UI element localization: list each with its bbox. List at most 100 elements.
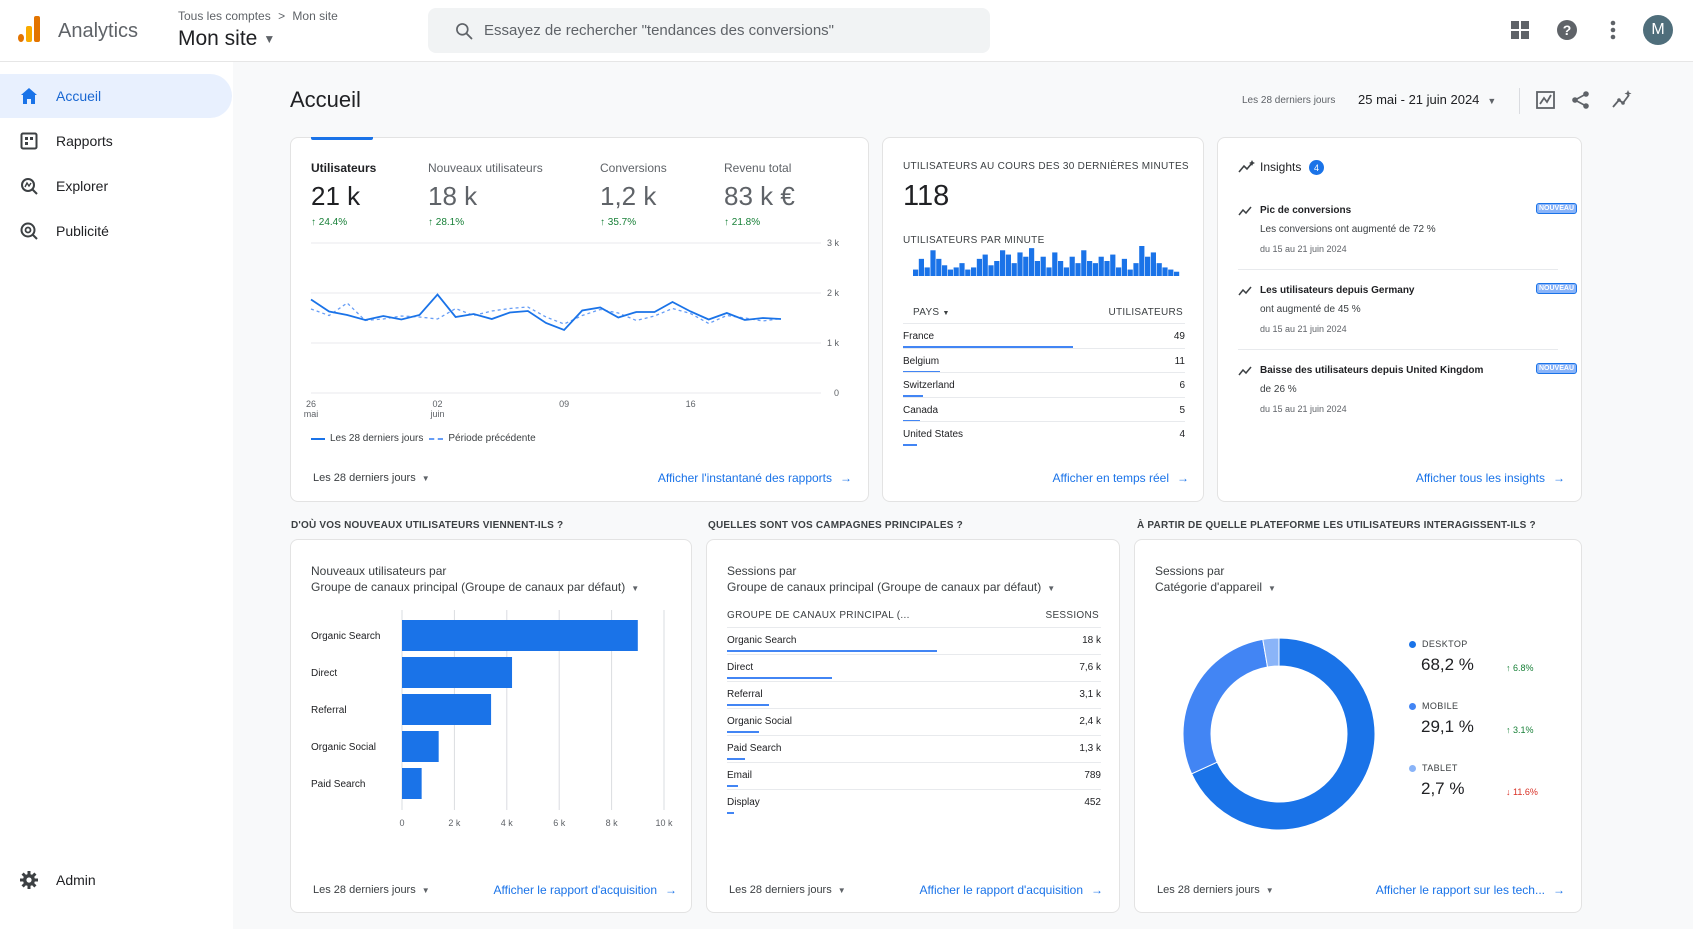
x-tick-label: 0 (399, 818, 404, 828)
channel-sessions: 789 (1084, 770, 1101, 781)
insight-item[interactable]: Baisse des utilisateurs depuis United Ki… (1238, 361, 1578, 421)
minute-bar (1034, 261, 1040, 276)
period-dropdown[interactable]: Les 28 derniers jours ▼ (313, 884, 430, 896)
country-column-header[interactable]: PAYS ▼ (913, 307, 950, 318)
minute-bar (994, 261, 1000, 276)
tech-report-link[interactable]: Afficher le rapport sur les tech... → (1376, 883, 1565, 897)
dimension-dropdown[interactable]: Catégorie d'appareil ▼ (1155, 580, 1276, 594)
x-tick-label: 26 (306, 399, 316, 409)
minute-bar (947, 269, 953, 276)
analytics-logo-icon[interactable] (18, 16, 42, 42)
device-delta: ↑ 3.1% (1506, 725, 1534, 735)
x-tick-label: 16 (686, 399, 696, 409)
sidebar-item-accueil[interactable]: Accueil (0, 74, 232, 118)
sidebar-item-label: Rapports (56, 133, 113, 149)
channel-name: Email (727, 770, 753, 781)
link-label: Afficher le rapport sur les tech... (1375, 883, 1545, 897)
country-users: 11 (1174, 355, 1185, 367)
metric-delta: ↑ 35.7% (600, 217, 637, 228)
chevron-down-icon: ▼ (837, 886, 846, 895)
table-row[interactable]: Referral 3,1 k (727, 681, 1101, 706)
avatar[interactable]: M (1643, 15, 1673, 45)
all-insights-link[interactable]: Afficher tous les insights → (1416, 471, 1565, 485)
metric-tab-users[interactable]: Utilisateurs 21 k ↑ 24.4% (311, 161, 376, 228)
realtime-link[interactable]: Afficher en temps réel → (1052, 471, 1189, 485)
sidebar-item-label: Publicité (56, 223, 109, 239)
sidebar-item-admin[interactable]: Admin (0, 858, 232, 902)
acquisition-report-link[interactable]: Afficher le rapport d'acquisition → (494, 883, 678, 897)
card-title: Sessions par (727, 564, 797, 578)
minute-bar (1081, 250, 1087, 276)
table-row[interactable]: Switzerland 6 (903, 372, 1185, 397)
metric-tab-conversions[interactable]: Conversions 1,2 k ↑ 35.7% (600, 161, 667, 228)
arrow-right-icon: → (1177, 471, 1189, 485)
chevron-down-icon: ▼ (263, 32, 276, 47)
country-name: Belgium (903, 355, 940, 367)
dimension-dropdown[interactable]: Groupe de canaux principal (Groupe de ca… (311, 580, 639, 594)
metric-delta-value: 35.7% (607, 217, 637, 228)
trend-icon (1238, 286, 1252, 296)
minute-bar (1121, 258, 1127, 276)
table-row[interactable]: Organic Search 18 k (727, 627, 1101, 652)
breadcrumb-root[interactable]: Tous les comptes (178, 9, 271, 23)
insight-item[interactable]: Les utilisateurs depuis Germany ont augm… (1238, 281, 1578, 341)
breadcrumb-leaf[interactable]: Mon site (292, 9, 338, 23)
table-row[interactable]: Email 789 (727, 762, 1101, 787)
metric-tab-revenue[interactable]: Revenu total 83 k € ↑ 21.8% (724, 161, 795, 228)
property-selector[interactable]: Mon site ▼ (178, 27, 275, 51)
header-divider (1519, 88, 1520, 114)
minute-bar (1162, 267, 1168, 276)
date-range-selector[interactable]: 25 mai - 21 juin 2024 ▼ (1358, 92, 1496, 107)
channel-sessions: 1,3 k (1079, 743, 1101, 754)
period-dropdown[interactable]: Les 28 derniers jours ▼ (1157, 884, 1274, 896)
page-title: Accueil (290, 87, 361, 112)
sidebar-item-publicite[interactable]: Publicité (0, 209, 232, 253)
app-name: Analytics (58, 20, 139, 42)
insight-date: du 15 au 21 juin 2024 (1260, 404, 1347, 414)
insight-title: Baisse des utilisateurs depuis United Ki… (1260, 365, 1484, 376)
country-name: France (903, 331, 935, 342)
share-icon[interactable] (1570, 89, 1592, 111)
sidebar-item-rapports[interactable]: Rapports (0, 119, 232, 163)
arrow-right-icon: → (665, 883, 677, 897)
table-row[interactable]: Direct 7,6 k (727, 654, 1101, 679)
realtime-card: UTILISATEURS AU COURS DES 30 DERNIÈRES M… (882, 137, 1204, 502)
series-line-previous (310, 302, 782, 325)
sidebar-item-explorer[interactable]: Explorer (0, 164, 232, 208)
row-bar (727, 812, 734, 814)
help-icon[interactable]: ? (1555, 18, 1579, 42)
metric-tab-new-users[interactable]: Nouveaux utilisateurs 18 k ↑ 28.1% (428, 161, 543, 228)
acquisition-card: Nouveaux utilisateurs par Groupe de cana… (290, 539, 692, 913)
table-row[interactable]: Display 452 (727, 789, 1101, 814)
more-vert-icon[interactable] (1601, 18, 1625, 42)
card-title: Sessions par (1155, 564, 1225, 578)
x-tick-sublabel: juin (430, 409, 445, 419)
x-tick-label: 09 (559, 399, 569, 409)
new-badge: NOUVEAU (1536, 363, 1578, 374)
legend-dot-desktop (1409, 641, 1416, 648)
divider (1238, 349, 1558, 350)
minute-bar (1058, 261, 1064, 276)
metric-value: 18 k (428, 181, 478, 211)
table-row[interactable]: Organic Social 2,4 k (727, 708, 1101, 733)
insights-icon[interactable] (1611, 89, 1633, 111)
period-dropdown[interactable]: Les 28 derniers jours ▼ (313, 472, 430, 484)
reports-snapshot-link[interactable]: Afficher l'instantané des rapports → (658, 471, 852, 485)
minute-bar (1075, 263, 1081, 276)
category-label: Organic Search (311, 631, 380, 642)
table-row[interactable]: Belgium 11 (903, 347, 1185, 373)
insight-item[interactable]: Pic de conversions Les conversions ont a… (1238, 201, 1578, 261)
new-badge: NOUVEAU (1536, 283, 1578, 294)
table-row[interactable]: France 49 (903, 323, 1185, 348)
search-bar[interactable] (428, 8, 990, 53)
search-input[interactable] (484, 8, 964, 53)
table-row[interactable]: Paid Search 1,3 k (727, 735, 1101, 760)
table-row[interactable]: Canada 5 (903, 396, 1185, 422)
dimension-dropdown[interactable]: Groupe de canaux principal (Groupe de ca… (727, 580, 1055, 594)
channel-name: Paid Search (727, 743, 782, 754)
table-row[interactable]: United States 4 (903, 421, 1185, 446)
acquisition-report-link[interactable]: Afficher le rapport d'acquisition → (920, 883, 1104, 897)
period-dropdown[interactable]: Les 28 derniers jours ▼ (729, 884, 846, 896)
apps-icon[interactable] (1508, 18, 1532, 42)
compare-chart-icon[interactable] (1535, 89, 1557, 111)
